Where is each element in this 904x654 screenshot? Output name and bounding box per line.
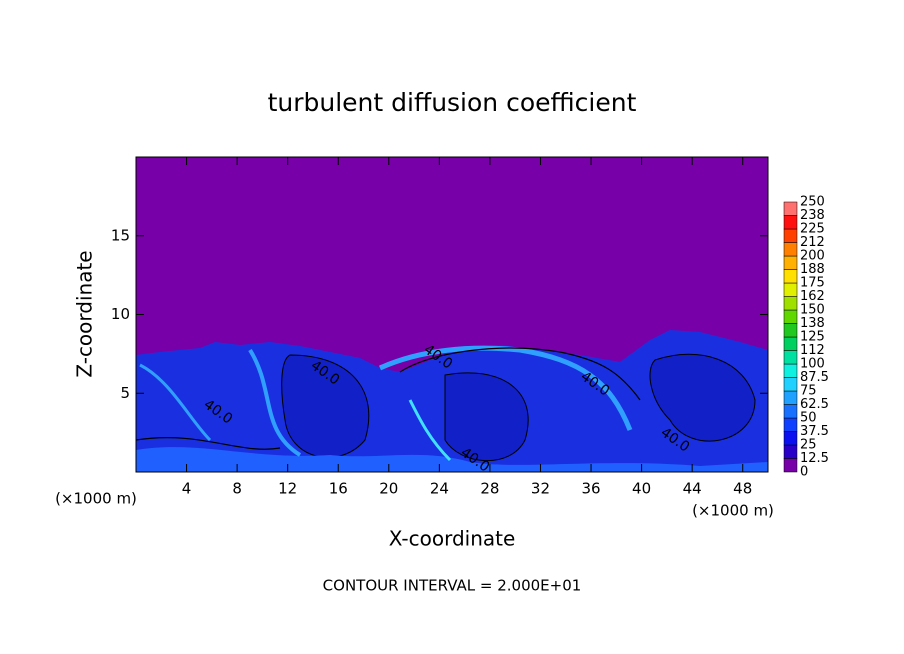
colorbar-cell (783, 309, 798, 324)
colorbar-label: 212 (800, 235, 825, 250)
chart-title: turbulent diffusion coefficient (268, 88, 637, 117)
colorbar-cell (783, 296, 798, 311)
colorbar-label: 250 (800, 195, 825, 210)
colorbar-label: 150 (800, 303, 825, 318)
colorbar-cell (783, 282, 798, 297)
colorbar-cell (783, 269, 798, 284)
colorbar-cell (783, 242, 798, 257)
colorbar-cell (783, 390, 798, 405)
x-tick-label: 24 (430, 480, 449, 498)
colorbar-label: 200 (800, 249, 825, 264)
colorbar-label: 37.5 (800, 424, 829, 439)
colorbar-cell (783, 377, 798, 392)
x-tick-label: 16 (329, 480, 348, 498)
colorbar-label: 188 (800, 262, 825, 277)
colorbar-label: 62.5 (800, 397, 829, 412)
colorbar-label: 162 (800, 289, 825, 304)
x-tick-label: 40 (632, 480, 651, 498)
x-axis-label: X-coordinate (389, 527, 516, 551)
x-tick-label: 32 (531, 480, 550, 498)
colorbar-label: 238 (800, 208, 825, 223)
colorbar-cell (783, 417, 798, 432)
colorbar-cell (783, 458, 798, 473)
colorbar-label: 225 (800, 222, 825, 237)
colorbar-cell (783, 363, 798, 378)
colorbar-cell (783, 228, 798, 243)
colorbar-label: 0 (800, 465, 808, 480)
x-tick-label: 28 (480, 480, 499, 498)
colorbar-cell (783, 444, 798, 459)
colorbar-label: 175 (800, 276, 825, 291)
colorbar-label: 87.5 (800, 370, 829, 385)
colorbar-cell (783, 431, 798, 446)
colorbar-cell (783, 336, 798, 351)
colorbar-label: 12.5 (800, 451, 829, 466)
x-tick-label: 12 (278, 480, 297, 498)
x-unit: (×1000 m) (692, 502, 774, 520)
colorbar-label: 138 (800, 316, 825, 331)
colorbar-cell (783, 350, 798, 365)
colorbar-label: 112 (800, 343, 825, 358)
x-tick-label: 8 (232, 480, 242, 498)
colorbar-cell (783, 323, 798, 338)
colorbar-label: 50 (800, 411, 817, 426)
y-axis-label: Z-coordinate (73, 250, 97, 377)
x-tick-label: 48 (733, 480, 752, 498)
x-tick-label: 36 (581, 480, 600, 498)
colorbar-cell (783, 255, 798, 270)
y-tick-label: 10 (111, 305, 130, 323)
colorbar-label: 125 (800, 330, 825, 345)
annotation: CONTOUR INTERVAL = 2.000E+01 (323, 577, 582, 595)
x-tick-label: 20 (379, 480, 398, 498)
y-tick-label: 5 (120, 384, 130, 402)
field (136, 330, 768, 472)
colorbar-label: 75 (800, 384, 817, 399)
y-tick-label: 15 (111, 226, 130, 244)
x-tick-label: 44 (683, 480, 702, 498)
colorbar-cell (783, 404, 798, 419)
x-unit: (×1000 m) (55, 490, 137, 508)
colorbar-label: 25 (800, 438, 817, 453)
colorbar-label: 100 (800, 357, 825, 372)
colorbar-cell (783, 215, 798, 230)
x-tick-label: 4 (182, 480, 192, 498)
colorbar-cell (783, 201, 798, 216)
